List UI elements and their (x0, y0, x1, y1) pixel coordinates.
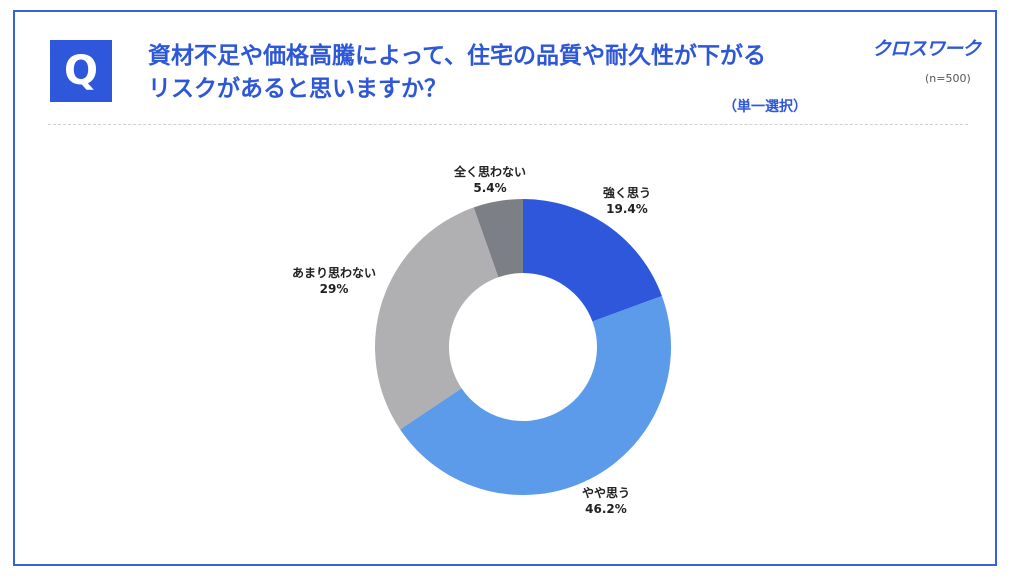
question-line-2: リスクがあると思いますか？ (148, 76, 447, 102)
label-somewhat-agree-name: やや思う (582, 486, 630, 500)
label-somewhat-agree-value: 46.2% (585, 502, 627, 516)
slice-strongly-disagree (473, 199, 523, 278)
slice-somewhat-agree (400, 295, 672, 496)
label-strongly-disagree-name: 全く思わない (453, 164, 526, 179)
q-mark: Q (63, 48, 98, 94)
label-strongly-agree-name: 強く思う (603, 185, 651, 200)
q-badge: Q (50, 40, 112, 102)
question-title: 資材不足や価格高騰によって、住宅の品質や耐久性が下がる リスクがあると思いますか… (148, 40, 848, 106)
slice-somewhat-disagree (374, 207, 499, 430)
sample-size: (n=500) (925, 72, 971, 85)
label-strongly-agree-value: 19.4% (606, 202, 648, 216)
question-line-1: 資材不足や価格高騰によって、住宅の品質や耐久性が下がる (148, 43, 767, 69)
label-somewhat-disagree-name: あまり思わない (292, 266, 376, 280)
answer-type: （単一選択） (723, 99, 807, 115)
divider (48, 124, 968, 125)
brand-logo: クロスワーク (872, 38, 981, 60)
slice-strongly-agree (523, 199, 662, 322)
label-somewhat-disagree-value: 29% (320, 282, 349, 296)
label-strongly-disagree-value: 5.4% (473, 181, 506, 195)
